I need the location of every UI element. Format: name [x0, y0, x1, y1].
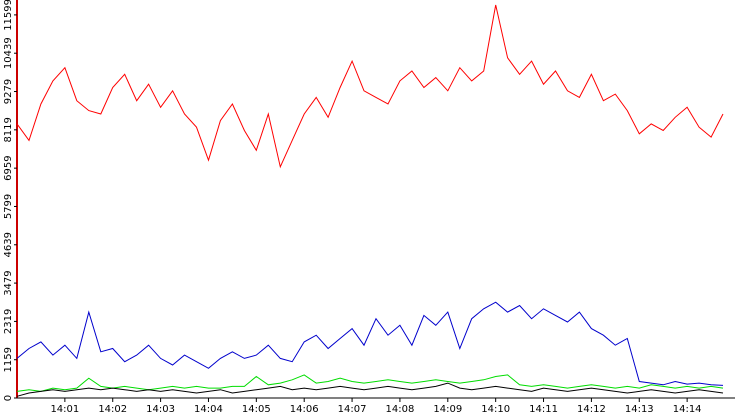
x-tick-label: 14:08	[386, 404, 415, 415]
y-tick-label: 10439	[3, 37, 14, 69]
y-tick-label: 0	[3, 395, 14, 401]
series-line	[16, 301, 724, 386]
x-tick-label: 14:03	[146, 404, 175, 415]
y-tick-label: 11599	[3, 0, 14, 31]
series-line	[16, 4, 724, 169]
x-tick-label: 14:02	[98, 404, 127, 415]
y-tick-label: 5799	[3, 194, 14, 219]
y-tick-label: 9279	[3, 79, 14, 104]
x-tick-label: 14:06	[290, 404, 319, 415]
x-tick-label: 14:04	[194, 404, 223, 415]
x-tick-label: 14:11	[529, 404, 558, 415]
x-tick-label: 14:07	[338, 404, 367, 415]
x-tick-label: 14:12	[577, 404, 606, 415]
x-tick-label: 14:01	[50, 404, 79, 415]
x-tick-label: 14:14	[673, 404, 702, 415]
x-tick-label: 14:10	[481, 404, 510, 415]
x-tick-label: 14:05	[242, 404, 271, 415]
x-tick-label: 14:09	[433, 404, 462, 415]
y-tick-label: 1159	[3, 347, 14, 372]
series-line	[16, 374, 724, 392]
y-tick-label: 2319	[3, 309, 14, 334]
y-tick-label: 3479	[3, 270, 14, 295]
x-tick-label: 14:13	[625, 404, 654, 415]
y-tick-label: 4639	[3, 232, 14, 257]
y-tick-label: 6959	[3, 155, 14, 180]
series-line	[16, 382, 724, 397]
y-tick-label: 8119	[3, 117, 14, 142]
